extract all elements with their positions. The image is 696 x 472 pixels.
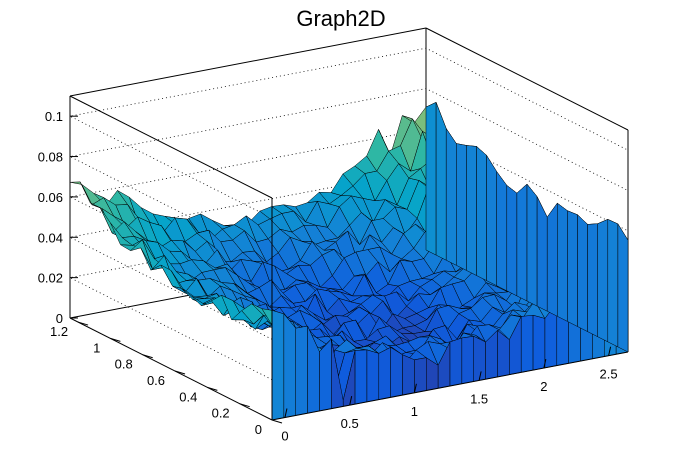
y-tick (207, 386, 218, 391)
right-wall-cell (617, 223, 629, 353)
z-tick-label: 0.1 (45, 109, 63, 124)
surface-mesh (69, 101, 629, 421)
y-tick-label: 0.6 (147, 373, 165, 388)
right-wall-cell (577, 214, 588, 333)
y-tick-label: 0 (255, 422, 262, 437)
back-top-edge (69, 27, 427, 97)
x-tick-label: 2 (540, 379, 547, 394)
y-tick-label: 1.2 (50, 324, 68, 339)
y-tick (271, 419, 283, 424)
front-wall-cell (520, 314, 534, 373)
x-tick (608, 346, 612, 356)
front-wall-cell (354, 349, 368, 405)
y-tick-label: 0.2 (212, 406, 230, 421)
z-tick-label: 0.04 (38, 230, 63, 245)
front-wall-cell (378, 346, 391, 400)
z-tick-label: 0 (56, 311, 63, 326)
right-wall-cell (587, 223, 598, 338)
left-side-top-edge (69, 95, 273, 199)
y-tick (110, 337, 121, 342)
chart-title: Graph2D (296, 6, 385, 31)
right-wall-cell (425, 101, 437, 256)
x-tick (478, 371, 482, 381)
right-wall-cell (445, 127, 457, 266)
right-wall-cell (567, 210, 578, 327)
right-wall-cell (456, 143, 467, 271)
right-wall-cell (607, 218, 619, 348)
right-wall-cell (597, 218, 609, 343)
z-tick-label: 0.02 (38, 271, 63, 286)
y-tick-label: 0.8 (115, 357, 133, 372)
x-axis: 0 0.5 1 1.5 2 2.5 (281, 346, 618, 444)
y-tick (174, 370, 186, 375)
front-wall-cell (283, 313, 296, 419)
right-wall-cell (546, 202, 558, 317)
right-wall-cell (435, 102, 447, 261)
y-tick-label: 0.4 (179, 389, 197, 404)
front-wall-cell (366, 349, 380, 403)
front-wall-cell (295, 325, 308, 416)
right-wall-cell (516, 183, 528, 302)
front-wall-cell (461, 335, 474, 385)
z-tick-label: 0.08 (38, 150, 63, 165)
right-wall-cell (536, 196, 548, 312)
right-wall-cell (526, 183, 538, 307)
right-wall-cell (486, 154, 497, 287)
x-tick (543, 358, 547, 369)
z-tick-label: 0.06 (38, 190, 63, 205)
front-wall-cell (532, 314, 546, 371)
y-tick (142, 354, 153, 359)
x-tick-label: 0.5 (341, 416, 359, 431)
front-frame (69, 198, 629, 421)
front-wall-cell (414, 357, 427, 394)
right-wall-cell (496, 170, 508, 292)
right-wall-cell (476, 145, 487, 282)
right-side-top-edge (425, 27, 629, 131)
y-tick (77, 321, 89, 326)
x-tick (413, 383, 417, 393)
front-wall-cell (390, 346, 403, 398)
right-wall-cell (557, 202, 568, 322)
y-axis: 0 0.2 0.4 0.6 0.8 1 1.2 (50, 321, 283, 437)
front-wall-cell (402, 354, 415, 396)
front-wall-cell (319, 338, 332, 412)
left-bottom-edge (69, 317, 273, 421)
z-axis: 0 0.02 0.04 0.06 0.08 0.1 (38, 96, 78, 326)
front-bottom-edge (271, 351, 629, 421)
front-wall-cell (473, 335, 486, 382)
y-tick (239, 403, 250, 408)
x-tick (349, 396, 353, 406)
front-wall-cell (271, 310, 285, 421)
x-tick (284, 408, 288, 418)
y-tick-label: 1 (93, 340, 100, 355)
x-tick-label: 1.5 (470, 391, 488, 406)
right-wall-cell (466, 145, 477, 276)
right-wall-cell (506, 184, 518, 297)
front-wall-cell (449, 337, 463, 387)
x-tick-label: 0 (281, 429, 288, 444)
x-tick-label: 1 (411, 404, 418, 419)
x-tick-label: 2.5 (600, 367, 618, 382)
